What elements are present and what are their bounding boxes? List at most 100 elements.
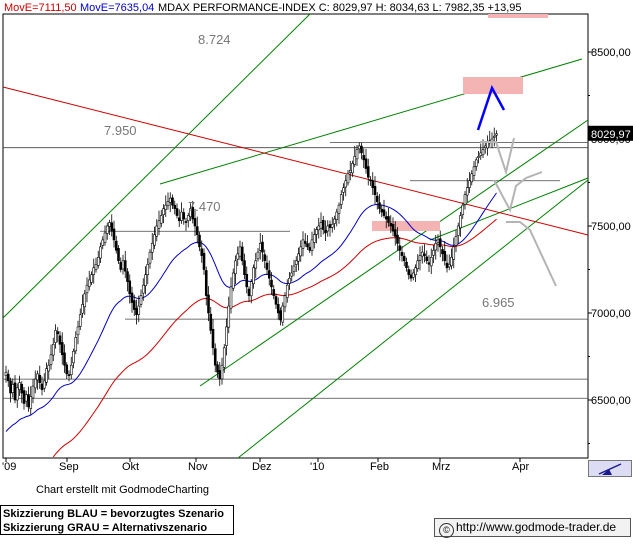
candle-body [270, 279, 273, 288]
website-link[interactable]: © http://www.godmode-trader.de [434, 518, 631, 538]
candle-body [351, 163, 354, 174]
candle-body [328, 224, 332, 229]
candle-body [344, 180, 348, 188]
candle-body [495, 133, 498, 136]
candle-body [384, 216, 388, 220]
candle-body [135, 308, 138, 316]
candle-body [371, 180, 375, 189]
candle-body [180, 211, 183, 221]
candle-body [380, 208, 384, 213]
candle-body [175, 208, 179, 216]
candle-body [211, 329, 215, 349]
candle-body [265, 262, 269, 270]
candle-body [434, 243, 438, 251]
candle-body [312, 234, 316, 243]
candle-body [65, 364, 69, 375]
candle-body [321, 219, 325, 230]
candle-body [447, 263, 451, 268]
candle-body [146, 263, 150, 276]
candle-body [96, 257, 100, 266]
candle-body [45, 368, 48, 383]
candle-body [126, 271, 129, 282]
website-text: http://www.godmode-trader.de [456, 520, 617, 534]
candle-body [94, 263, 98, 270]
x-tick-label: Feb [370, 461, 389, 473]
candle-body [281, 305, 285, 323]
candle-body [157, 220, 161, 229]
candle-body [342, 187, 345, 193]
candle-body [472, 166, 476, 176]
alternative-scenario-sketch [506, 221, 557, 287]
candle-body [56, 331, 60, 335]
candle-body [103, 232, 107, 243]
candle-body [330, 223, 334, 228]
candle-body [324, 229, 327, 234]
legend-gray: Skizzierung GRAU = Alternativszenario [3, 522, 208, 534]
candle-body [78, 314, 82, 327]
candle-body [114, 240, 118, 251]
candle-body [315, 229, 318, 235]
candle-body [229, 286, 233, 309]
candle-body [405, 261, 408, 269]
candle-body [261, 241, 264, 253]
candle-body [486, 142, 489, 149]
resistance-zone [372, 221, 440, 231]
candle-body [461, 204, 465, 215]
candle-body [272, 289, 276, 296]
candle-body [198, 234, 201, 248]
y-tick-label: 7500,00 [591, 221, 631, 233]
candle-body [355, 149, 359, 160]
plot-frame [2, 13, 589, 459]
candle-body [69, 364, 73, 375]
level-labels: 8.724 7.950 7.470 6.965 [104, 32, 515, 310]
candle-body [218, 370, 222, 380]
candle-body [357, 145, 361, 150]
candle-body [184, 221, 188, 223]
candle-body [407, 269, 411, 276]
candle-body [191, 207, 195, 220]
candle-body [40, 383, 44, 390]
candle-body [450, 257, 453, 267]
scenario-legend: Skizzierung BLAU = bevorzugtes Szenario … [0, 505, 234, 535]
candle-body [274, 296, 278, 305]
candle-body [258, 243, 262, 251]
candle-body [465, 187, 469, 196]
candle-body [256, 251, 260, 260]
candle-body [418, 255, 422, 261]
candle-body [155, 225, 159, 237]
candle-body [454, 236, 458, 246]
candle-body [164, 204, 168, 210]
candle-body [317, 225, 321, 231]
candle-body [445, 262, 449, 269]
credit-text: Chart erstellt mit GodmodeCharting [36, 484, 210, 496]
resistance-zones [372, 14, 548, 231]
x-axis: '09 Sep Okt Nov Dez '10 Feb Mrz Apr [2, 458, 529, 473]
candle-body [220, 364, 224, 380]
candle-body [348, 170, 352, 173]
candle-body [67, 374, 71, 376]
candle-body [15, 387, 19, 401]
candle-body [276, 304, 280, 314]
candle-body [81, 303, 84, 314]
candle-body [132, 300, 136, 310]
candle-body [303, 241, 307, 244]
candle-body [254, 260, 258, 269]
candle-body [85, 284, 89, 294]
candle-body [139, 295, 143, 305]
candle-body [335, 211, 339, 220]
x-tick-label: Sep [59, 461, 79, 473]
candle-body [222, 347, 226, 368]
x-tick-label: Okt [122, 461, 139, 473]
candle-body [369, 179, 372, 182]
trend-line [2, 13, 311, 319]
candle-body [72, 350, 75, 364]
candle-body [353, 156, 357, 165]
chart-tool-button[interactable] [588, 460, 632, 477]
candle-body [279, 310, 282, 321]
candle-body [168, 197, 172, 203]
candle-body [204, 270, 208, 296]
candle-body [24, 394, 28, 402]
candle-body [123, 260, 127, 272]
trend-line [199, 119, 589, 387]
